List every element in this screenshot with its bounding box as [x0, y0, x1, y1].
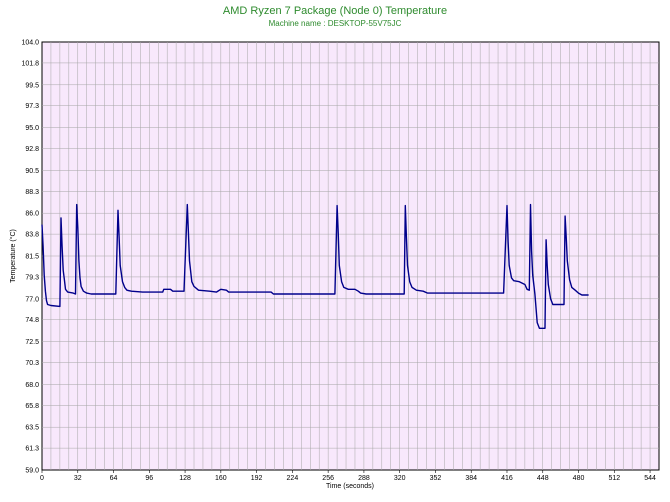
y-tick-label: 63.5 [25, 425, 39, 432]
y-tick-label: 99.5 [25, 82, 39, 89]
y-tick-label: 68.0 [25, 382, 39, 389]
y-tick-label: 104.0 [21, 40, 39, 47]
y-tick-label: 81.5 [25, 254, 39, 261]
x-tick-label: 512 [608, 475, 620, 482]
y-tick-label: 95.0 [25, 125, 39, 132]
x-tick-label: 384 [465, 475, 477, 482]
y-tick-label: 77.0 [25, 296, 39, 303]
x-tick-label: 544 [644, 475, 656, 482]
y-axis-label: Temperature (°C) [9, 229, 17, 283]
x-tick-label: 256 [322, 475, 334, 482]
series-line [41, 203, 589, 329]
x-tick-label: 224 [287, 475, 299, 482]
x-tick-label: 32 [74, 475, 82, 482]
y-tick-label: 61.3 [25, 446, 39, 453]
x-tick-label: 352 [430, 475, 442, 482]
y-tick-label: 92.8 [25, 146, 39, 153]
x-tick-label: 480 [573, 475, 585, 482]
x-tick-label: 160 [215, 475, 227, 482]
y-tick-label: 86.0 [25, 211, 39, 218]
x-tick-label: 64 [110, 475, 118, 482]
x-tick-label: 320 [394, 475, 406, 482]
chart-subtitle: Machine name : DESKTOP-55V75JC [268, 19, 402, 28]
x-axis-ticks: 0 32 64 96 128 160 192 224 256 288 320 352 384 416 448… [40, 470, 656, 482]
y-tick-label: 83.8 [25, 232, 39, 239]
y-tick-label: 97.3 [25, 103, 39, 110]
y-tick-label: 88.3 [25, 189, 39, 196]
x-tick-label: 0 [40, 475, 44, 482]
x-tick-label: 96 [145, 475, 153, 482]
x-axis-label: Time (seconds) [326, 483, 374, 490]
y-tick-label: 65.8 [25, 403, 39, 410]
chart-title: AMD Ryzen 7 Package (Node 0) Temperature [222, 5, 448, 17]
y-axis-ticks: 59.0 61.3 63.5 65.8 68.0 70.3 72.5 74.8 77.0 79.3… [21, 40, 39, 475]
x-tick-label: 128 [179, 475, 191, 482]
x-tick-label: 288 [358, 475, 370, 482]
grid [42, 42, 659, 470]
y-tick-label: 101.8 [21, 60, 39, 67]
y-tick-label: 74.8 [25, 317, 39, 324]
y-tick-label: 79.3 [25, 274, 39, 281]
y-tick-label: 70.3 [25, 360, 39, 367]
y-tick-label: 59.0 [25, 468, 39, 475]
x-tick-label: 192 [251, 475, 263, 482]
x-tick-label: 416 [501, 475, 513, 482]
y-tick-label: 72.5 [25, 339, 39, 346]
x-tick-label: 448 [537, 475, 549, 482]
y-tick-label: 90.5 [25, 168, 39, 175]
